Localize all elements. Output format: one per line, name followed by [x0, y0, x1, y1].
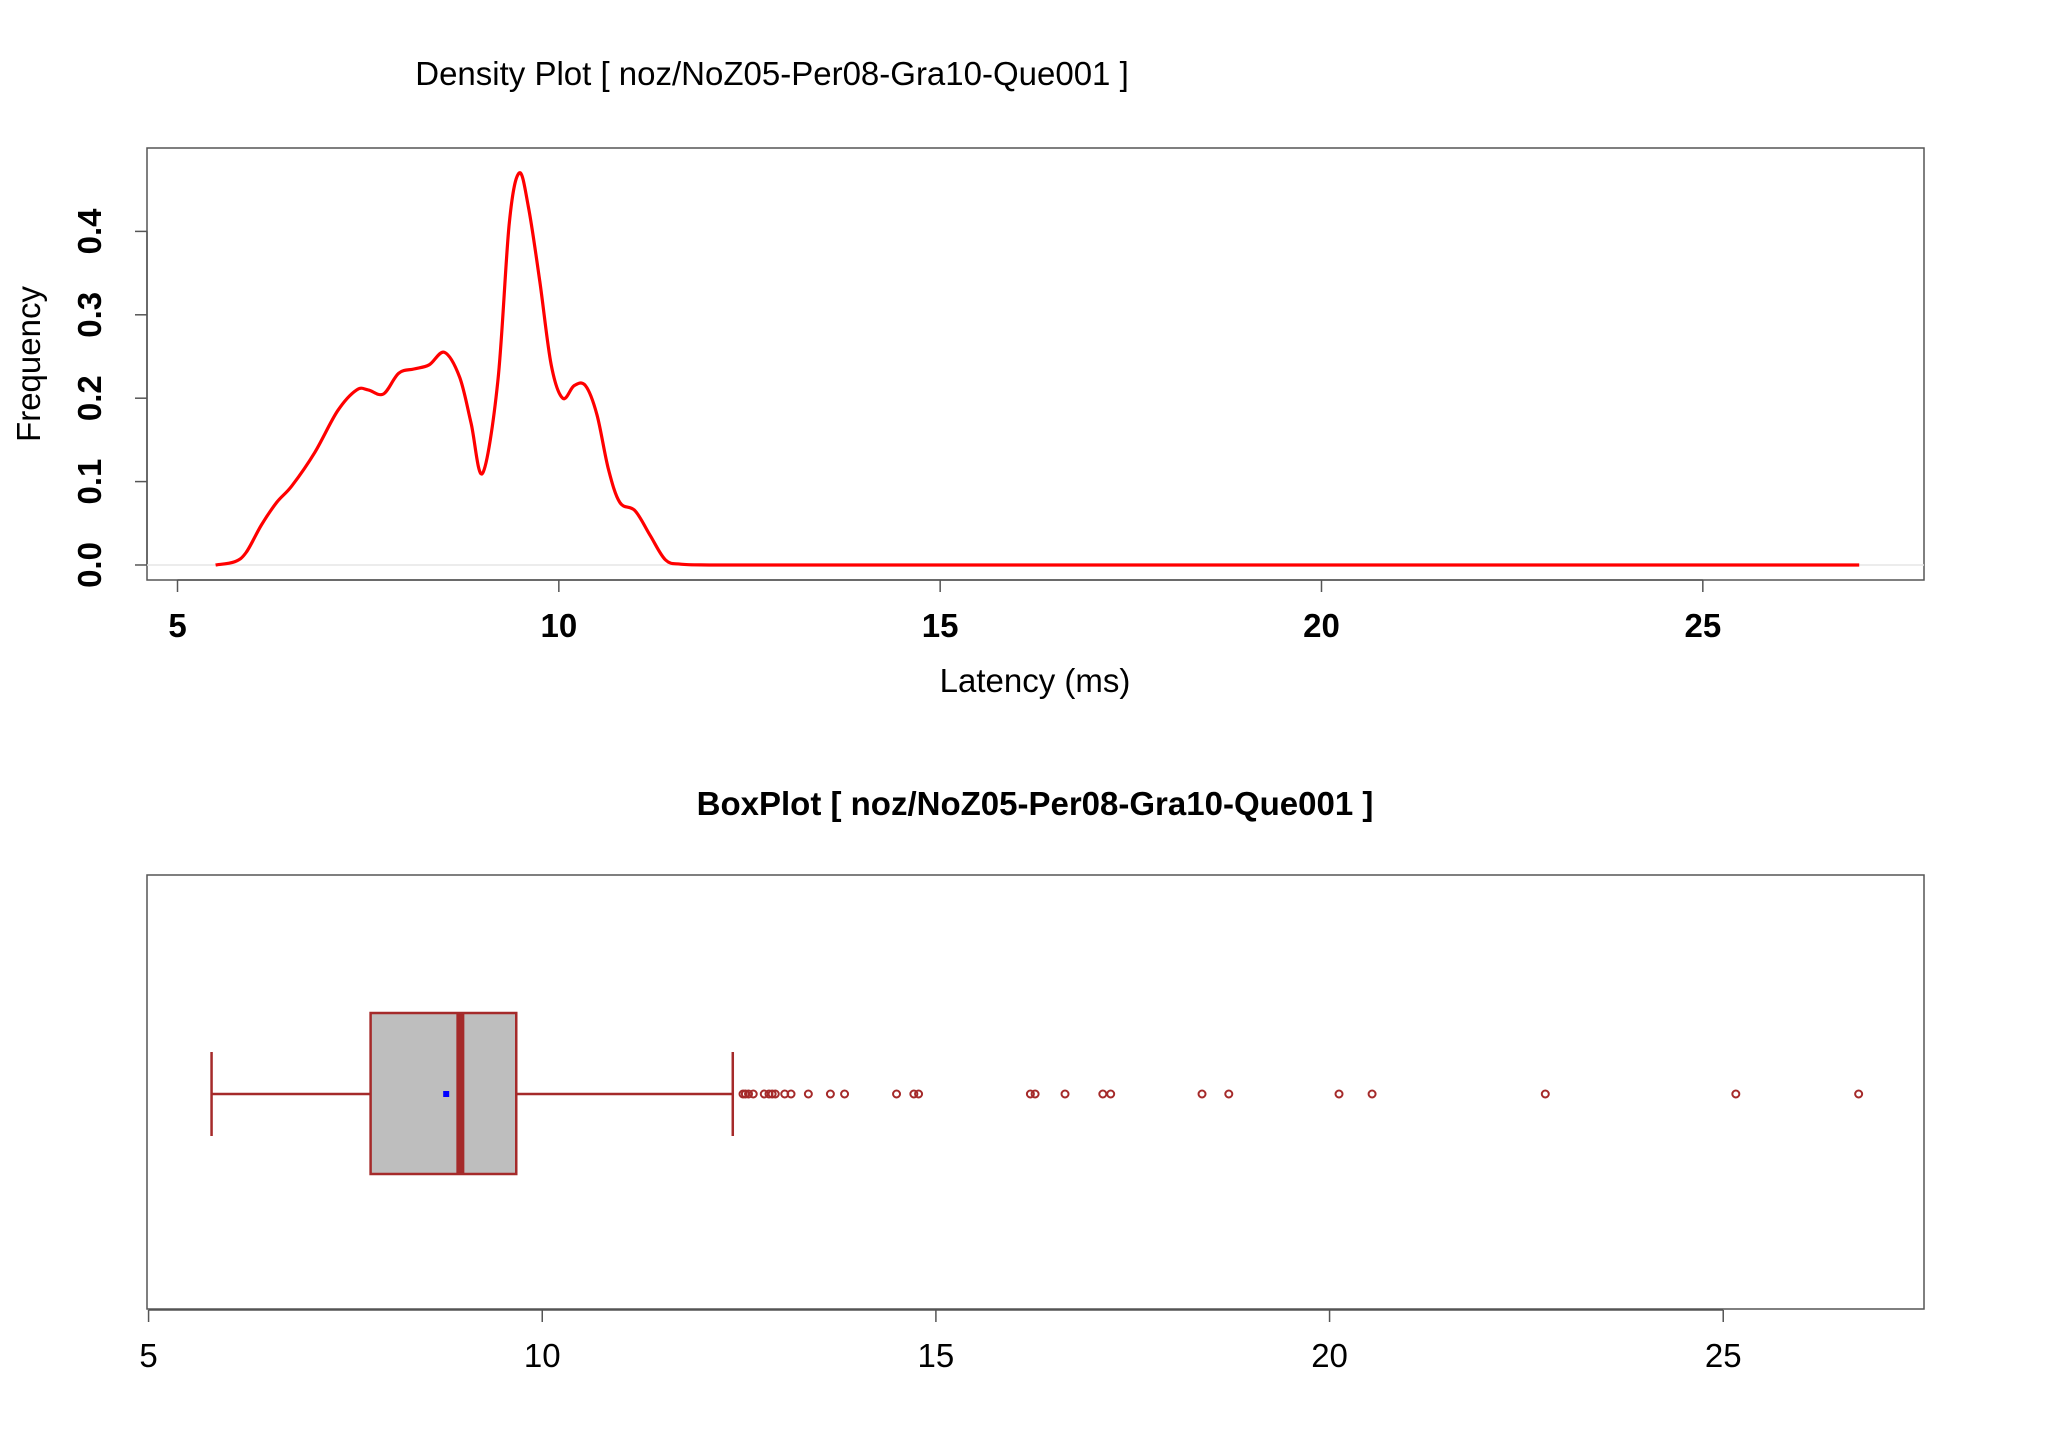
- density-y-tick-label: 0.4: [71, 208, 108, 255]
- box-outlier-point: [1106, 1089, 1116, 1099]
- box-outlier-point: [909, 1089, 919, 1099]
- density-x-tick-label: 20: [1303, 607, 1340, 644]
- density-x-tick-label: 10: [540, 607, 577, 644]
- box-outlier-point: [786, 1089, 796, 1099]
- box-outlier-point: [1025, 1089, 1035, 1099]
- box-outlier-point: [1060, 1089, 1070, 1099]
- box-outlier-point: [1224, 1089, 1234, 1099]
- density-plot-frame: [146, 147, 1925, 581]
- box-plot-title: BoxPlot [ noz/NoZ05-Per08-Gra10-Que001 ]: [697, 785, 1374, 822]
- box-plot-frame: [146, 874, 1925, 1310]
- density-y-axis-label: Frequency: [10, 286, 47, 442]
- box-outlier-point: [748, 1089, 758, 1099]
- density-y-tick-label: 0.0: [71, 542, 108, 588]
- box-outlier-point: [825, 1089, 835, 1099]
- density-curve: [215, 171, 1860, 567]
- box-outlier-point: [1731, 1089, 1741, 1099]
- box-outlier-point: [1334, 1089, 1344, 1099]
- density-plot-title: Density Plot [ noz/NoZ05-Per08-Gra10-Que…: [415, 55, 1129, 92]
- box-mean-marker: [443, 1091, 450, 1097]
- box-x-tick-label: 5: [139, 1337, 157, 1374]
- density-lines: [147, 171, 1924, 567]
- density-plot: Density Plot [ noz/NoZ05-Per08-Gra10-Que…: [10, 55, 1925, 699]
- density-y-tick-label: 0.1: [71, 459, 108, 505]
- box-outlier-point: [892, 1089, 902, 1099]
- box-x-tick-label: 15: [918, 1337, 955, 1374]
- density-x-tick-label: 25: [1684, 607, 1721, 644]
- density-y-tick-label: 0.3: [71, 292, 108, 338]
- density-y-axis: 0.0 0.1 0.2 0.3 0.4: [71, 208, 148, 588]
- box-outlier-point: [744, 1089, 754, 1099]
- box-outlier-point: [767, 1089, 777, 1099]
- box-marks: [210, 1011, 1864, 1176]
- box-outlier-point: [1854, 1089, 1864, 1099]
- box-x-tick-label: 20: [1311, 1337, 1348, 1374]
- density-x-axis-label: Latency (ms): [940, 662, 1131, 699]
- box-x-axis: 5 10 15 20 25: [139, 1309, 1742, 1374]
- box-outlier-point: [803, 1089, 813, 1099]
- density-x-axis: 5 10 15 20 25: [168, 579, 1721, 644]
- box-x-tick-label: 25: [1705, 1337, 1742, 1374]
- box-outlier-point: [840, 1089, 850, 1099]
- box-plot: BoxPlot [ noz/NoZ05-Per08-Gra10-Que001 ]…: [139, 785, 1925, 1374]
- density-x-tick-label: 15: [922, 607, 959, 644]
- box-outlier-point: [1098, 1089, 1108, 1099]
- box-outlier-point: [1197, 1089, 1207, 1099]
- box-outlier-point: [770, 1089, 780, 1099]
- box-outlier-point: [1030, 1089, 1040, 1099]
- box-outlier-point: [914, 1089, 924, 1099]
- box-outlier-point: [1540, 1089, 1550, 1099]
- box-outlier-point: [1367, 1089, 1377, 1099]
- density-x-tick-label: 5: [168, 607, 186, 644]
- box-x-tick-label: 10: [524, 1337, 561, 1374]
- density-y-tick-label: 0.2: [71, 375, 108, 421]
